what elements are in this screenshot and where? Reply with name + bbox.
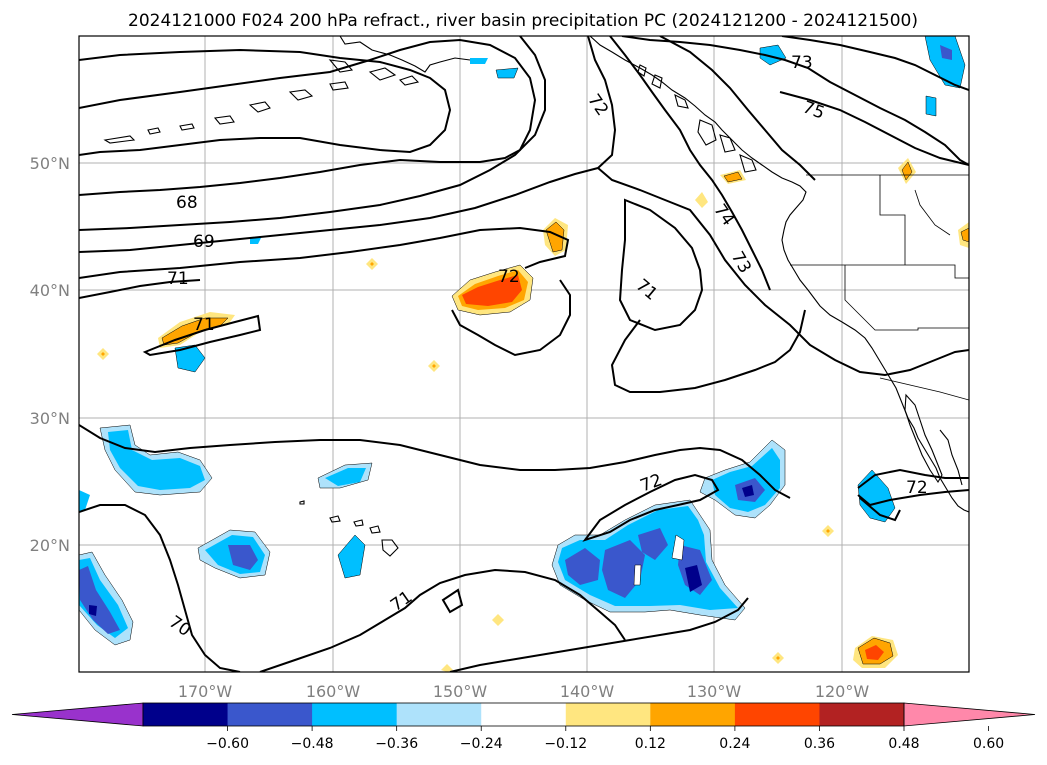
contour-label: 71: [193, 315, 215, 335]
lat-label: 40°N: [30, 281, 70, 300]
political-borders: [790, 174, 969, 401]
map-panel: 73 75 72 68 69 71 71 72 74 73 71 72 72 7…: [79, 36, 969, 672]
lat-label: 20°N: [30, 536, 70, 555]
colorbar-frame: [142, 702, 905, 727]
longitude-labels: 170°W 160°W 150°W 140°W 130°W 120°W: [178, 682, 870, 701]
colorbar-tick-label: 0.60: [973, 736, 1004, 752]
colorbar-tick-label: −0.12: [544, 736, 587, 752]
lon-label: 130°W: [687, 682, 742, 701]
contour-label: 69: [193, 232, 215, 252]
lat-label: 30°N: [30, 409, 70, 428]
lat-label: 50°N: [30, 154, 70, 173]
colorbar: −0.60 −0.48 −0.36 −0.24 −0.12 0.12 0.24 0.36 0.4…: [11, 702, 1036, 752]
map-title: 2024121000 F024 200 hPa refract., river …: [128, 11, 918, 31]
colorbar-extend-high: [903, 702, 1036, 727]
lon-label: 160°W: [306, 682, 361, 701]
colorbar-tick-label: −0.48: [291, 736, 334, 752]
lon-label: 150°W: [433, 682, 488, 701]
colorbar-extend-low: [11, 702, 144, 727]
lon-label: 170°W: [178, 682, 233, 701]
colorbar-segment: [565, 703, 651, 726]
contour-label: 72: [498, 267, 520, 287]
colorbar-segment: [143, 703, 229, 726]
contour-label: 72: [906, 478, 928, 498]
contour-label: 71: [167, 269, 189, 289]
colorbar-tick-label: −0.24: [460, 736, 503, 752]
contour-label: 73: [791, 53, 813, 73]
map-frame: [78, 35, 970, 673]
colorbar-segment: [227, 703, 313, 726]
gridlines: [79, 36, 969, 672]
colorbar-tick-label: 0.12: [635, 736, 666, 752]
colorbar-segment: [312, 703, 398, 726]
colorbar-tick-label: −0.36: [375, 736, 418, 752]
colorbar-segment: [481, 703, 567, 726]
colorbar-segment: [819, 703, 905, 726]
colorbar-segment: [734, 703, 820, 726]
coastlines: [103, 36, 969, 557]
lon-label: 120°W: [815, 682, 870, 701]
lon-label: 140°W: [560, 682, 615, 701]
latitude-labels: 50°N 40°N 30°N 20°N: [30, 154, 70, 555]
colorbar-tick-label: 0.24: [719, 736, 750, 752]
colorbar-segment: [396, 703, 482, 726]
precip-fill-regions: [79, 36, 969, 672]
contour-label: 68: [176, 193, 198, 213]
colorbar-tick-label: −0.60: [206, 736, 249, 752]
refractivity-contours: [79, 36, 969, 672]
colorbar-tick-label: 0.48: [888, 736, 919, 752]
colorbar-tick-label: 0.36: [804, 736, 835, 752]
colorbar-segment: [650, 703, 736, 726]
